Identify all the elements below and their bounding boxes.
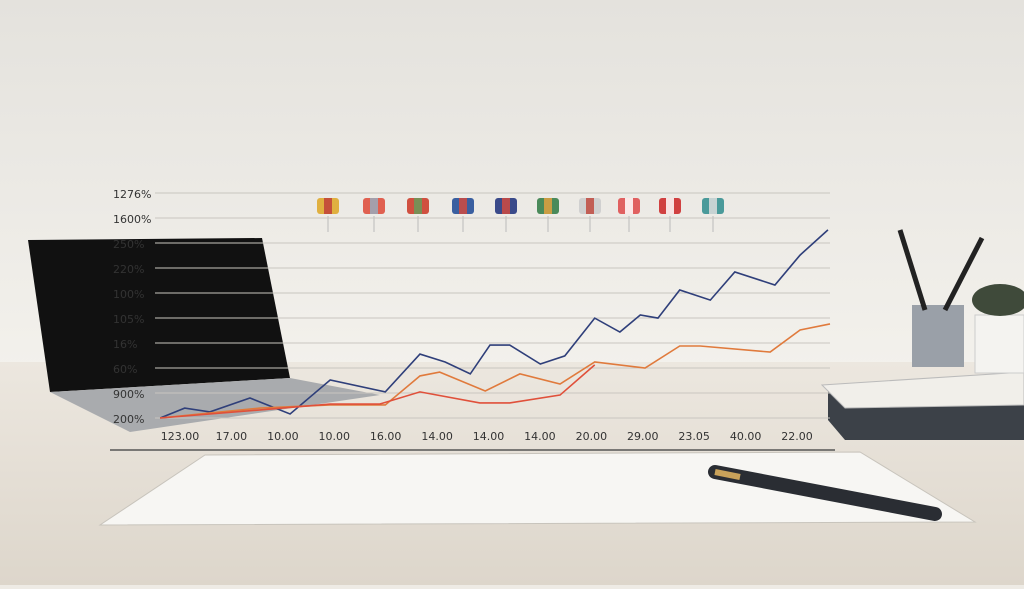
y-label: 250% — [113, 238, 144, 251]
plant — [972, 284, 1024, 316]
x-tick-label: 22.00 — [781, 430, 813, 443]
x-tick-label: 40.00 — [730, 430, 762, 443]
book-top — [820, 371, 1024, 409]
x-tick-label: 14.00 — [524, 430, 556, 443]
x-tick-label: 14.00 — [473, 430, 505, 443]
paper — [98, 451, 977, 526]
x-tick-label: 17.00 — [216, 430, 248, 443]
y-label: 900% — [113, 388, 144, 401]
x-tick-label: 123.00 — [161, 430, 200, 443]
flag-stripe — [544, 198, 552, 214]
series-line — [160, 364, 596, 419]
pencil — [897, 229, 928, 311]
y-label: 100% — [113, 288, 144, 301]
y-label: 200% — [113, 413, 144, 426]
y-label: 60% — [113, 363, 137, 376]
x-tick-label: 29.00 — [627, 430, 659, 443]
laptop-base — [50, 378, 380, 432]
plant-pot — [974, 314, 1024, 374]
y-label: 16% — [113, 338, 137, 351]
x-tick-label: 14.00 — [421, 430, 453, 443]
flag-stripe — [709, 198, 717, 214]
laptop-screen — [28, 238, 290, 392]
flag-stripe — [324, 198, 332, 214]
x-tick-label: 23.05 — [678, 430, 710, 443]
x-tick-label: 20.00 — [576, 430, 608, 443]
pen-tip — [714, 469, 741, 480]
x-tick-label: 10.00 — [319, 430, 351, 443]
pen — [708, 465, 942, 521]
flag-stripe — [414, 198, 422, 214]
flag-stripe — [502, 198, 510, 214]
x-tick-label: 10.00 — [267, 430, 299, 443]
flag-stripe — [625, 198, 633, 214]
x-tick-label: 16.00 — [370, 430, 402, 443]
flag-row — [317, 198, 724, 232]
pencil — [942, 236, 985, 312]
flag-stripe — [666, 198, 674, 214]
flag-stripe — [459, 198, 467, 214]
flag-stripe — [370, 198, 378, 214]
pencil-cup — [912, 305, 964, 367]
flag-stripe — [586, 198, 594, 214]
y-label: 105% — [113, 313, 144, 326]
y-label: 1276% — [113, 188, 151, 201]
y-label: 220% — [113, 263, 144, 276]
series-line — [159, 229, 829, 419]
y-label: 1600% — [113, 213, 151, 226]
